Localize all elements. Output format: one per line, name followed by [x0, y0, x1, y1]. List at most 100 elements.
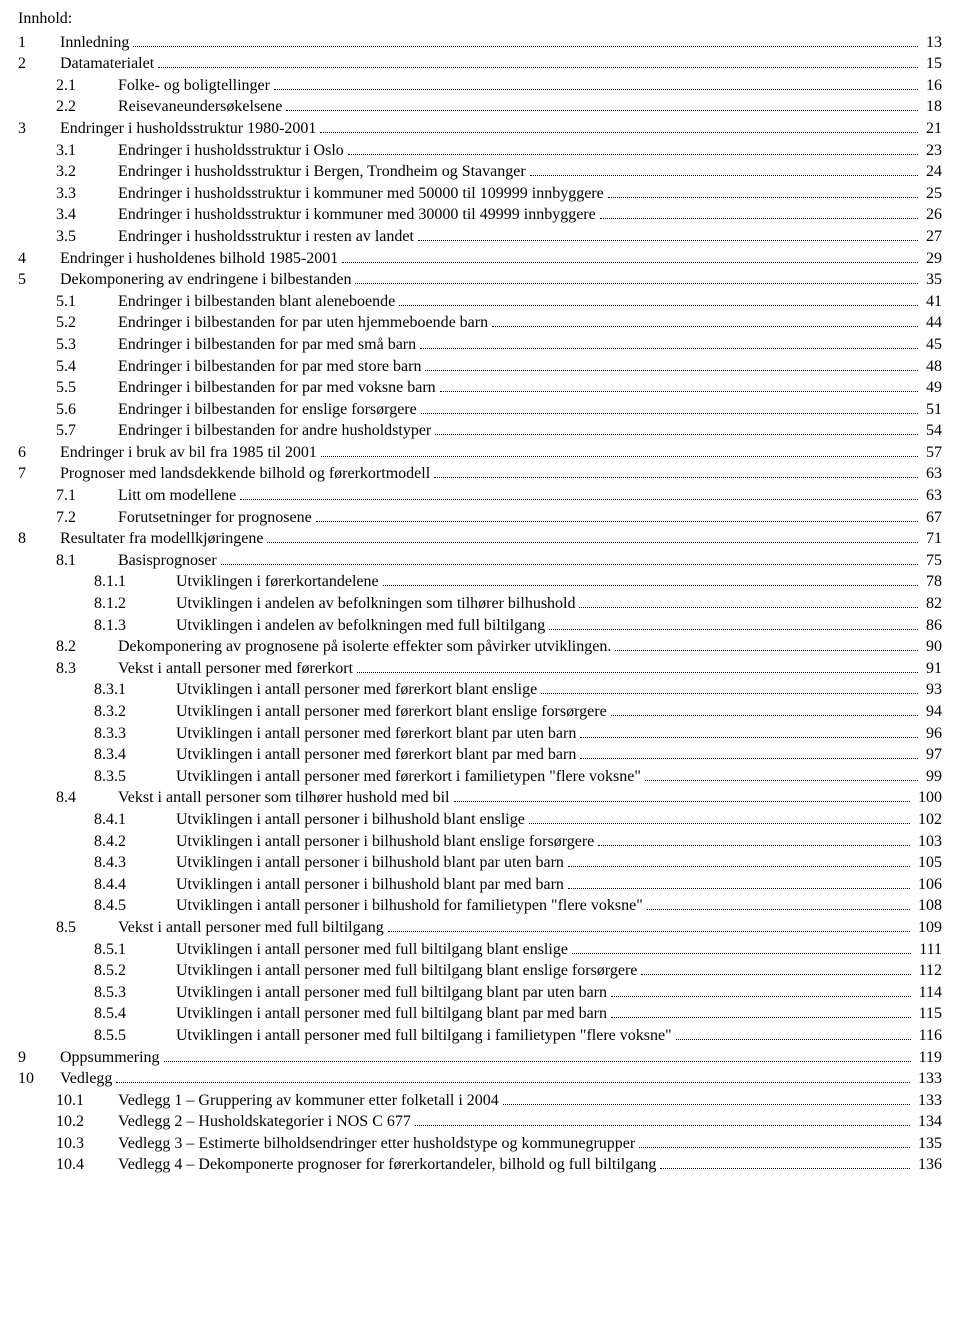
toc-entry-page: 35 — [922, 269, 942, 291]
toc-entry-page: 16 — [922, 75, 942, 97]
toc-entry-page: 115 — [915, 1003, 942, 1025]
toc-entry: 8.4Vekst i antall personer som tilhører … — [18, 787, 942, 809]
toc-entry: 3.2Endringer i husholdsstruktur i Bergen… — [18, 161, 942, 183]
toc-entry-page: 97 — [922, 744, 942, 766]
toc-entry-page: 82 — [922, 593, 942, 615]
toc-dot-leader — [580, 748, 918, 759]
toc-entry-number: 8.1.2 — [94, 593, 176, 615]
toc-entry-page: 29 — [922, 248, 942, 270]
toc-entry: 8.1.3Utviklingen i andelen av befolkning… — [18, 615, 942, 637]
toc-entry-label: Endringer i bilbestanden for par med små… — [118, 334, 416, 356]
toc-dot-leader — [267, 532, 918, 543]
toc-entry-number: 10.4 — [56, 1154, 118, 1176]
toc-entry-page: 112 — [915, 960, 942, 982]
toc-entry-page: 99 — [922, 766, 942, 788]
toc-entry-page: 44 — [922, 312, 942, 334]
toc-entry-page: 57 — [922, 442, 942, 464]
toc-dot-leader — [572, 942, 911, 953]
toc-entry-page: 103 — [914, 831, 942, 853]
toc-dot-leader — [421, 402, 918, 413]
toc-entry: 1Innledning13 — [18, 32, 942, 54]
toc-entry-page: 96 — [922, 723, 942, 745]
toc-entry-number: 7 — [18, 463, 60, 485]
toc-dot-leader — [579, 597, 918, 608]
toc-entry-label: Datamaterialet — [60, 53, 154, 75]
toc-entry: 7Prognoser med landsdekkende bilhold og … — [18, 463, 942, 485]
toc-entry: 8.1.1Utviklingen i førerkortandelene78 — [18, 571, 942, 593]
toc-entry-page: 111 — [915, 939, 942, 961]
toc-dot-leader — [435, 424, 918, 435]
toc-dot-leader — [549, 618, 918, 629]
toc-entry: 8.4.1Utviklingen i antall personer i bil… — [18, 809, 942, 831]
toc-entry-number: 8.4.1 — [94, 809, 176, 831]
toc-entry-page: 102 — [914, 809, 942, 831]
toc-entry-label: Vedlegg 1 – Gruppering av kommuner etter… — [118, 1090, 499, 1112]
toc-dot-leader — [321, 445, 918, 456]
toc-entry-page: 18 — [922, 96, 942, 118]
toc-entry-label: Utviklingen i antall personer med full b… — [176, 1025, 672, 1047]
toc-dot-leader — [116, 1072, 910, 1083]
toc-dot-leader — [133, 35, 918, 46]
toc-entry-page: 133 — [914, 1090, 942, 1112]
toc-entry: 8.5.1Utviklingen i antall personer med f… — [18, 939, 942, 961]
toc-dot-leader — [660, 1158, 910, 1169]
toc-entry-number: 8.3.3 — [94, 723, 176, 745]
toc-entry-page: 90 — [922, 636, 942, 658]
toc-dot-leader — [425, 359, 918, 370]
toc-entry-page: 133 — [914, 1068, 942, 1090]
toc-dot-leader — [676, 1029, 911, 1040]
toc-entry-label: Vedlegg 4 – Dekomponerte prognoser for f… — [118, 1154, 656, 1176]
toc-entry-number: 4 — [18, 248, 60, 270]
toc-dot-leader — [568, 877, 910, 888]
toc-entry-page: 108 — [914, 895, 942, 917]
toc-dot-leader — [615, 640, 918, 651]
toc-entry-label: Dekomponering av endringene i bilbestand… — [60, 269, 351, 291]
toc-entry: 10Vedlegg133 — [18, 1068, 942, 1090]
toc-entry-label: Endringer i husholdsstruktur i Bergen, T… — [118, 161, 526, 183]
toc-entry-number: 5.2 — [56, 312, 118, 334]
toc-entry-label: Endringer i husholdsstruktur i Oslo — [118, 140, 344, 162]
toc-entry-number: 8.4.3 — [94, 852, 176, 874]
toc-entry: 10.1Vedlegg 1 – Gruppering av kommuner e… — [18, 1090, 942, 1112]
toc-entry-page: 78 — [922, 571, 942, 593]
toc-entry: 8.5.2Utviklingen i antall personer med f… — [18, 960, 942, 982]
toc-dot-leader — [355, 273, 918, 284]
toc-entry-label: Utviklingen i antall personer i bilhusho… — [176, 831, 594, 853]
toc-entry-label: Utviklingen i antall personer med førerk… — [176, 723, 576, 745]
toc-entry: 10.2Vedlegg 2 – Husholdskategorier i NOS… — [18, 1111, 942, 1133]
toc-entry-number: 10.2 — [56, 1111, 118, 1133]
toc-entry: 8.3Vekst i antall personer med førerkort… — [18, 658, 942, 680]
toc-entry-page: 24 — [922, 161, 942, 183]
toc-entry: 3.3Endringer i husholdsstruktur i kommun… — [18, 183, 942, 205]
toc-dot-leader — [580, 726, 918, 737]
toc-entry-page: 75 — [922, 550, 942, 572]
toc-entry: 10.3Vedlegg 3 – Estimerte bilholdsendrin… — [18, 1133, 942, 1155]
toc-entry-number: 8.4.5 — [94, 895, 176, 917]
toc-entry-page: 114 — [915, 982, 942, 1004]
toc-dot-leader — [240, 489, 918, 500]
toc-entry-label: Forutsetninger for prognosene — [118, 507, 312, 529]
toc-entry-page: 136 — [914, 1154, 942, 1176]
toc-entry: 8.3.1Utviklingen i antall personer med f… — [18, 679, 942, 701]
toc-entry-number: 5.1 — [56, 291, 118, 313]
toc-entry-page: 48 — [922, 356, 942, 378]
toc-dot-leader — [639, 1136, 910, 1147]
toc-entry: 5Dekomponering av endringene i bilbestan… — [18, 269, 942, 291]
toc-entry-label: Endringer i husholdsstruktur i kommuner … — [118, 204, 596, 226]
toc-entry: 5.2Endringer i bilbestanden for par uten… — [18, 312, 942, 334]
toc-entry: 8.3.2Utviklingen i antall personer med f… — [18, 701, 942, 723]
toc-entry-label: Utviklingen i antall personer med full b… — [176, 939, 568, 961]
toc-entry-label: Utviklingen i antall personer i bilhusho… — [176, 809, 525, 831]
toc-entry-number: 2.1 — [56, 75, 118, 97]
toc-entry-page: 134 — [914, 1111, 942, 1133]
toc-entry-page: 109 — [914, 917, 942, 939]
toc-dot-leader — [399, 294, 918, 305]
toc-entry-page: 49 — [922, 377, 942, 399]
toc-entry-label: Endringer i bilbestanden for par med vok… — [118, 377, 436, 399]
toc-entry-label: Endringer i husholdenes bilhold 1985-200… — [60, 248, 338, 270]
toc-dot-leader — [568, 856, 910, 867]
toc-entry: 8.1Basisprognoser75 — [18, 550, 942, 572]
toc-entry-page: 26 — [922, 204, 942, 226]
toc-entry-label: Oppsummering — [60, 1047, 160, 1069]
toc-entry-label: Endringer i bruk av bil fra 1985 til 200… — [60, 442, 317, 464]
